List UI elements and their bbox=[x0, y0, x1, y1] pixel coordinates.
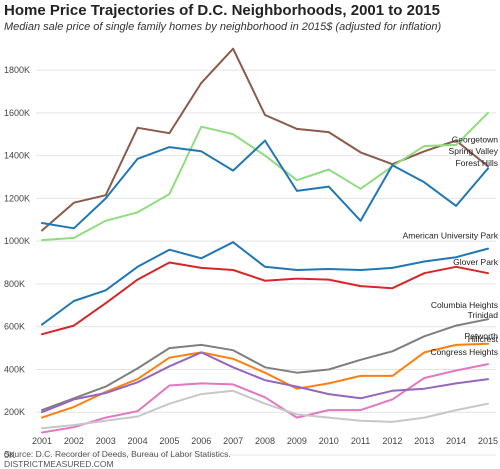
x-tick-label: 2009 bbox=[287, 436, 307, 446]
x-tick-label: 2006 bbox=[191, 436, 211, 446]
series-labels: Georgetown Spring Valley Forest Hills Ameri… bbox=[403, 134, 499, 357]
x-tick-label: 2011 bbox=[351, 436, 370, 446]
y-tick-label: 0K bbox=[4, 450, 15, 460]
series-label: Columbia Heights bbox=[431, 300, 498, 310]
y-tick-label: 600K bbox=[4, 322, 25, 332]
grid-lines bbox=[36, 69, 496, 456]
x-tick-label: 2007 bbox=[223, 436, 243, 446]
x-tick-label: 2015 bbox=[478, 436, 498, 446]
series-label: Spring Valley bbox=[449, 146, 499, 156]
series-line bbox=[41, 351, 489, 414]
x-tick-label: 2014 bbox=[446, 436, 466, 446]
series-label: Hillcrest bbox=[468, 334, 499, 344]
x-tick-label: 2010 bbox=[319, 436, 339, 446]
y-tick-label: 1800K bbox=[4, 65, 30, 75]
series-line bbox=[41, 318, 489, 412]
series-label: Trinidad bbox=[468, 310, 499, 320]
series-line bbox=[41, 363, 489, 434]
series-label: Georgetown bbox=[452, 134, 499, 144]
y-tick-label: 800K bbox=[4, 279, 25, 289]
x-tick-label: 2012 bbox=[382, 436, 402, 446]
source-note: Source: D.C. Recorder of Deeds, Bureau o… bbox=[4, 449, 231, 459]
chart-subtitle: Median sale price of single family homes… bbox=[4, 21, 442, 33]
y-axis-ticks: 0K 200K 400K 600K 800K 1000K 1200K 1400K 1600K 18… bbox=[4, 65, 30, 460]
site-credit: DISTRICTMEASURED.COM bbox=[4, 459, 114, 469]
series-label: Congress Heights bbox=[430, 347, 498, 357]
series-line bbox=[41, 47, 489, 232]
chart-title: Home Price Trajectories of D.C. Neighbor… bbox=[4, 2, 440, 19]
series-label: Glover Park bbox=[453, 257, 499, 267]
series-line bbox=[41, 111, 489, 242]
x-tick-label: 2001 bbox=[32, 436, 52, 446]
x-tick-label: 2005 bbox=[159, 436, 179, 446]
y-tick-label: 1000K bbox=[4, 236, 30, 246]
series-label: American University Park bbox=[403, 231, 499, 241]
series-line bbox=[41, 139, 489, 230]
x-tick-label: 2008 bbox=[255, 436, 275, 446]
chart-source: Source: D.C. Recorder of Deeds, Bureau o… bbox=[4, 449, 231, 469]
x-axis-ticks: 2001 2002 2003 2004 2005 2006 2007 2008 2009 2010… bbox=[32, 436, 498, 446]
x-tick-label: 2004 bbox=[128, 436, 148, 446]
y-tick-label: 1200K bbox=[4, 193, 30, 203]
series-line bbox=[41, 389, 489, 430]
y-tick-label: 1400K bbox=[4, 151, 30, 161]
x-tick-label: 2003 bbox=[96, 436, 116, 446]
series-line bbox=[41, 241, 489, 326]
series-label: Petworth bbox=[464, 331, 498, 341]
y-tick-label: 200K bbox=[4, 407, 25, 417]
series-line bbox=[41, 342, 489, 419]
x-tick-label: 2002 bbox=[64, 436, 84, 446]
x-tick-label: 2013 bbox=[414, 436, 434, 446]
y-tick-label: 400K bbox=[4, 364, 25, 374]
series-line bbox=[41, 261, 489, 336]
series-lines bbox=[41, 47, 489, 434]
series-label: Forest Hills bbox=[455, 158, 498, 168]
y-tick-label: 1600K bbox=[4, 108, 30, 118]
